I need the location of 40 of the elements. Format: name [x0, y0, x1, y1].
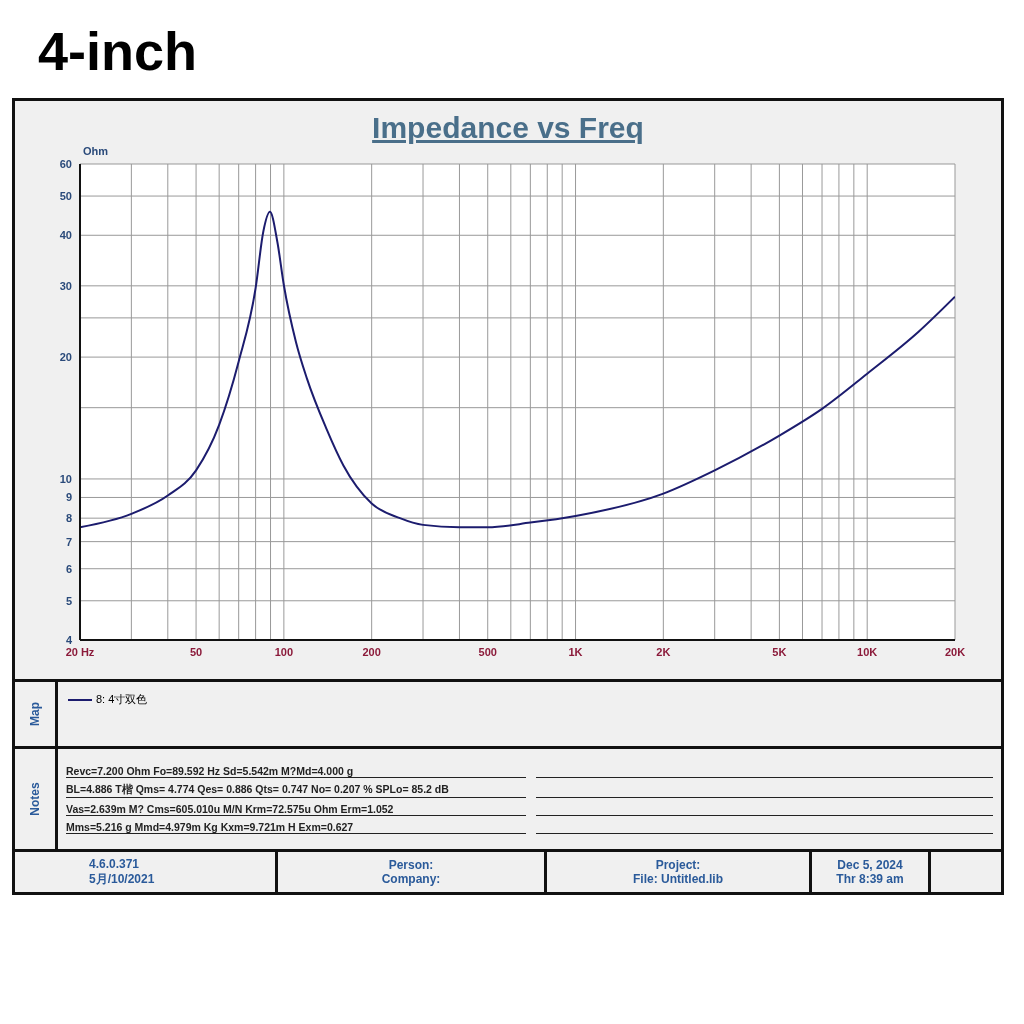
text: Dec 5, 2024 — [837, 858, 903, 872]
x-tick-label: 5K — [772, 645, 787, 658]
x-tick-label: 100 — [274, 645, 294, 658]
chart-title: 4-inch — [37, 20, 199, 83]
y-tick-label: 30 — [59, 279, 72, 292]
y-tick-label: 9 — [65, 491, 72, 504]
y-tick-label: 4 — [65, 633, 73, 646]
text: File: Untitled.lib — [633, 872, 723, 886]
text: Revc=7.200 Ohm Fo=89.592 Hz Sd=5.542m M?Md=4.000 g — [66, 764, 526, 778]
y-axis-title: Ohm — [83, 145, 109, 157]
y-tick-label: 40 — [59, 229, 72, 242]
text: 5月/10/2021 — [89, 870, 155, 888]
chart-subtitle: Impedance vs Freq — [371, 110, 645, 145]
text: Mms=5.216 g Mmd=4.979m Kg Kxm=9.721m H Exm=0.627 — [66, 820, 526, 834]
y-tick-label: 20 — [59, 351, 72, 364]
text: Company: — [381, 872, 441, 886]
x-tick-label: 20K — [944, 645, 966, 658]
y-tick-label: 5 — [65, 594, 72, 607]
x-tick-label: 2K — [656, 645, 671, 658]
x-tick-label: 200 — [362, 645, 381, 658]
x-tick-label: 50 — [189, 645, 203, 658]
text: 4.6.0.371 — [89, 856, 140, 871]
y-tick-label: 10 — [59, 472, 72, 485]
text: Project: — [655, 858, 701, 872]
x-tick-label: 1K — [568, 645, 583, 658]
x-tick-label: 10K — [857, 645, 878, 658]
legend-label: 8: 4寸双色 — [96, 692, 148, 707]
y-tick-label: 50 — [59, 189, 72, 202]
text: Person: — [388, 858, 434, 872]
text: Map — [28, 702, 42, 726]
x-tick-label: 20 Hz — [65, 645, 95, 658]
y-tick-label: 60 — [59, 157, 72, 170]
text: Thr 8:39 am — [836, 872, 904, 886]
y-tick-label: 6 — [65, 562, 72, 575]
text: Notes — [28, 782, 42, 816]
y-tick-label: 8 — [65, 512, 72, 525]
text: Vas=2.639m M? Cms=605.010u M/N Krm=72.575u Ohm Erm=1.052 — [66, 802, 526, 816]
y-tick-label: 7 — [65, 535, 72, 548]
text: BL=4.886 T楷 Qms= 4.774 Qes= 0.886 Qts= 0.747 No= 0.207 % SPLo= 85.2 dB — [66, 782, 526, 798]
x-tick-label: 500 — [478, 645, 497, 658]
